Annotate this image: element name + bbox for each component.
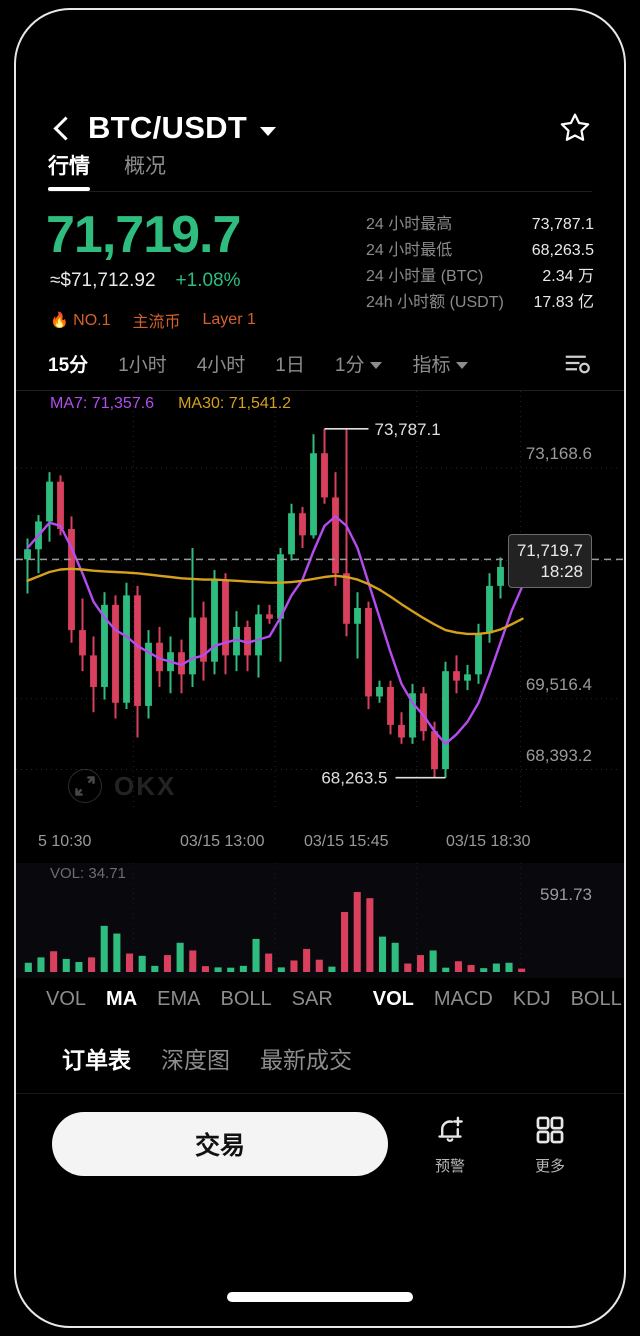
tab-overview[interactable]: 概况 — [124, 155, 166, 178]
volume-canvas — [16, 863, 624, 979]
indicator-ma[interactable]: MA — [106, 988, 138, 1011]
tab-depth-chart[interactable]: 深度图 — [161, 1047, 230, 1074]
indicator-macd[interactable]: MACD — [433, 988, 493, 1011]
stat-label-low: 24 小时最低 — [366, 242, 453, 259]
stat-value-high: 73,787.1 — [531, 216, 594, 233]
app-screen: BTC/USDT 行情 概况 71,719.7 ≈$71,712.92 +1.0… — [16, 10, 624, 1326]
chart-top-divider — [16, 390, 624, 392]
candlestick-canvas: 73,787.1 68,263.5 — [16, 391, 624, 808]
volume-chart[interactable]: VOL: 34.71 591.73 — [16, 863, 624, 979]
indicator-vol-sub[interactable]: VOL — [372, 988, 414, 1011]
current-price-time: 18:28 — [540, 561, 583, 581]
stat-row-low: 24 小时最低 68,263.5 — [366, 238, 594, 264]
chevron-down-icon — [456, 361, 469, 369]
more-button[interactable]: 更多 — [512, 1113, 588, 1176]
alert-button[interactable]: 预警 — [412, 1113, 488, 1176]
ma30-legend: MA30: 71,541.2 — [178, 395, 292, 413]
indicator-ema[interactable]: EMA — [157, 988, 201, 1011]
bottom-tabs-divider — [16, 1093, 624, 1095]
tabs-divider — [48, 191, 592, 192]
timeframe-more[interactable]: 1分 — [335, 350, 383, 377]
chart-low-annotation: 68,263.5 — [321, 769, 387, 788]
flame-icon: 🔥 — [50, 311, 69, 329]
chevron-down-icon — [370, 361, 383, 369]
ma-legend: MA7: 71,357.6 MA30: 71,541.2 — [50, 395, 291, 413]
tag-mainstream[interactable]: 主流币 — [132, 314, 181, 332]
ma7-legend: MA7: 71,357.6 — [50, 395, 155, 413]
timeframe-more-label: 1分 — [334, 354, 365, 376]
page-title: BTC/USDT — [88, 110, 248, 145]
stat-value-turnover-usdt: 17.83 亿 — [533, 294, 595, 311]
indicator-sar[interactable]: SAR — [291, 988, 333, 1011]
y-axis-label-3: 68,393.2 — [525, 745, 592, 765]
indicator-vol-main[interactable]: VOL — [46, 988, 87, 1011]
indicator-kdj[interactable]: KDJ — [512, 988, 551, 1011]
quote-block: 71,719.7 ≈$71,712.92 +1.08% 🔥 NO.1 主流币 L… — [16, 192, 624, 332]
caret-down-icon[interactable] — [260, 126, 277, 136]
app-header: BTC/USDT — [16, 10, 624, 145]
timeframe-bar: 15分 1小时 4小时 1日 1分 指标 — [16, 332, 624, 390]
stat-label-high: 24 小时最高 — [366, 216, 453, 233]
stats-panel: 24 小时最高 73,787.1 24 小时最低 68,263.5 24 小时量… — [366, 206, 594, 332]
section-tabs: 行情 概况 — [16, 128, 624, 191]
y-axis-label-2: 69,516.4 — [525, 674, 592, 694]
stat-label-volume-btc: 24 小时量 (BTC) — [366, 268, 484, 285]
order-section-tabs: 订单表 深度图 最新成交 — [16, 1011, 624, 1075]
grid-icon — [536, 1116, 564, 1144]
x-axis-label-2: 03/15 15:45 — [304, 833, 389, 851]
more-label: 更多 — [534, 1157, 565, 1175]
x-axis-label-1: 03/15 13:00 — [180, 833, 265, 851]
indicator-row: VOL MA EMA BOLL SAR VOL MACD KDJ BOLL — [16, 978, 624, 1011]
candlestick-chart[interactable]: MA7: 71,357.6 MA30: 71,541.2 73,787.1 68,… — [16, 391, 624, 861]
change-percent: +1.08% — [175, 270, 241, 292]
chart-settings-icon[interactable] — [562, 348, 592, 378]
y-axis-label-0: 73,168.6 — [525, 444, 592, 464]
timeframe-15m[interactable]: 15分 — [48, 354, 89, 376]
chart-high-annotation: 73,787.1 — [375, 420, 441, 439]
trade-button[interactable]: 交易 — [52, 1112, 388, 1177]
bell-plus-icon — [438, 1116, 463, 1142]
x-axis-label-0: 5 10:30 — [38, 833, 92, 851]
indicator-boll-sub[interactable]: BOLL — [570, 988, 622, 1011]
tag-rank[interactable]: 🔥 NO.1 — [50, 311, 110, 330]
last-price: 71,719.7 — [46, 206, 241, 264]
volume-legend: VOL: 34.71 — [50, 865, 126, 883]
tab-recent-trades[interactable]: 最新成交 — [260, 1047, 352, 1074]
expand-icon[interactable] — [68, 769, 102, 804]
indicator-menu[interactable]: 指标 — [412, 350, 469, 377]
quote-subrow: ≈$71,712.92 +1.08% — [46, 270, 366, 292]
indicator-boll[interactable]: BOLL — [220, 988, 272, 1011]
action-bar: 交易 预警 更多 — [16, 1094, 624, 1177]
alert-label: 预警 — [434, 1157, 465, 1175]
current-price-badge: 71,719.7 18:28 — [507, 533, 592, 589]
stat-label-turnover-usdt: 24h 小时额 (USDT) — [366, 294, 504, 311]
volume-max-label: 591.73 — [540, 885, 592, 905]
okx-wordmark: OKX — [114, 770, 177, 801]
timeframe-4h[interactable]: 4小时 — [196, 354, 246, 376]
okx-watermark: OKX — [68, 769, 177, 804]
home-indicator — [227, 1292, 413, 1302]
phone-frame: BTC/USDT 行情 概况 71,719.7 ≈$71,712.92 +1.0… — [14, 8, 626, 1328]
tag-row: 🔥 NO.1 主流币 Layer 1 — [46, 308, 366, 332]
usd-value: ≈$71,712.92 — [50, 270, 156, 292]
x-axis-label-3: 03/15 18:30 — [446, 833, 531, 851]
current-price-value: 71,719.7 — [516, 540, 583, 560]
stat-row-high: 24 小时最高 73,787.1 — [366, 212, 594, 238]
back-icon[interactable] — [48, 115, 74, 141]
tag-rank-label: NO.1 — [73, 311, 111, 329]
stat-value-low: 68,263.5 — [531, 242, 594, 259]
tag-layer1[interactable]: Layer 1 — [202, 311, 256, 329]
timeframe-1d[interactable]: 1日 — [275, 354, 305, 376]
stat-row-volume-btc: 24 小时量 (BTC) 2.34 万 — [366, 264, 594, 290]
quote-left: 71,719.7 ≈$71,712.92 +1.08% 🔥 NO.1 主流币 L… — [46, 206, 366, 332]
timeframe-1h[interactable]: 1小时 — [118, 354, 167, 376]
x-axis: 5 10:30 03/15 13:00 03/15 15:45 03/15 18… — [16, 833, 624, 857]
tab-market[interactable]: 行情 — [48, 150, 90, 191]
stat-row-turnover-usdt: 24h 小时额 (USDT) 17.83 亿 — [366, 290, 594, 316]
star-icon[interactable] — [558, 111, 592, 145]
tab-order-book[interactable]: 订单表 — [62, 1047, 131, 1074]
stat-value-volume-btc: 2.34 万 — [542, 268, 594, 285]
indicator-menu-label: 指标 — [412, 354, 451, 376]
